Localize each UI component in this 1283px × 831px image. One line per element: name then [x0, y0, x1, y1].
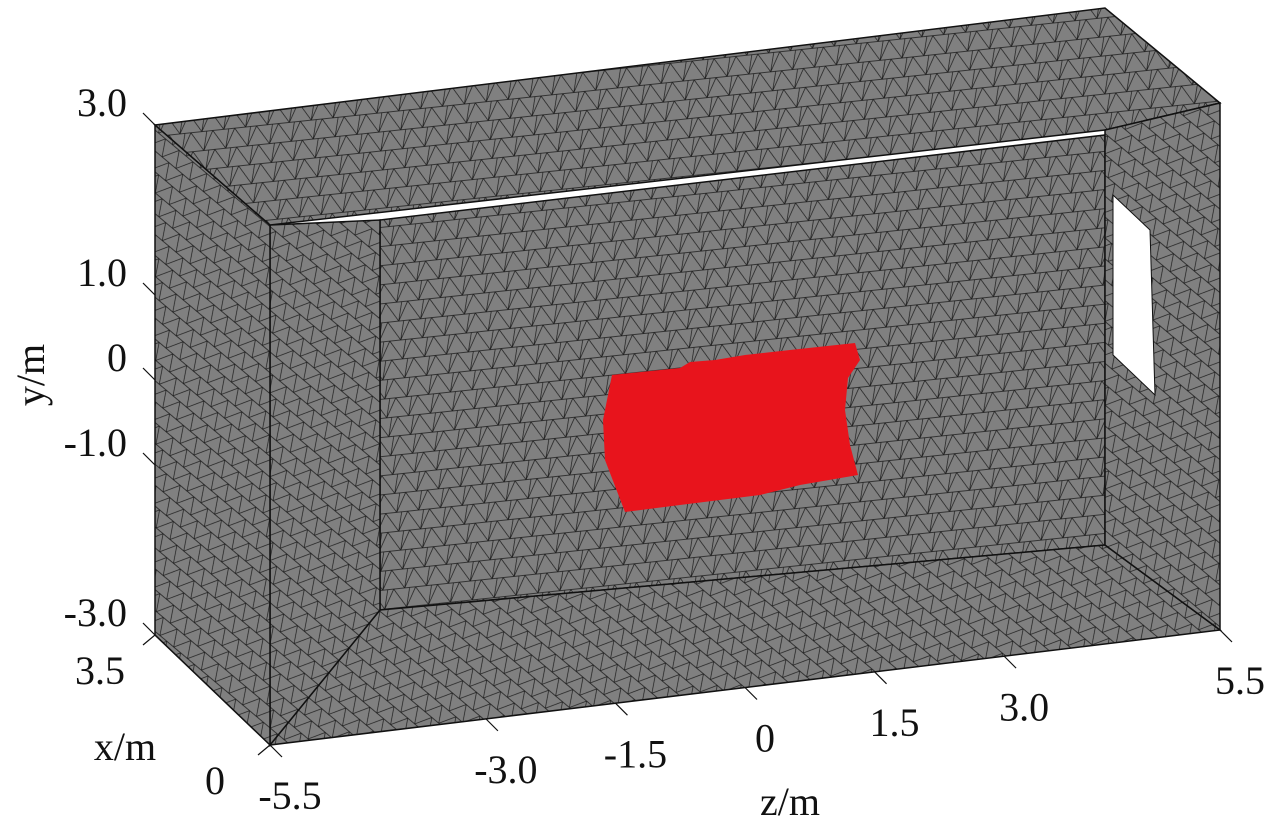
- zticks-label: -5.5: [258, 773, 321, 818]
- zticks-mark: [744, 687, 758, 700]
- zticks-label: -3.0: [474, 747, 537, 792]
- zticks-label: -1.5: [604, 731, 667, 776]
- yticks-label: 1.0: [77, 250, 127, 295]
- y-axis-label: y/m: [8, 344, 53, 406]
- yticks-mark: [142, 452, 156, 466]
- source-region: [603, 343, 860, 512]
- zticks-mark: [1219, 629, 1233, 643]
- yticks-mark: [142, 112, 156, 126]
- yticks-label: 3.0: [77, 80, 127, 125]
- xticks-label: 3.5: [75, 648, 125, 693]
- yticks-label: -3.0: [64, 590, 127, 635]
- yticks-label: -1.0: [64, 420, 127, 465]
- yticks-mark: [142, 622, 156, 636]
- zticks-mark: [1003, 655, 1017, 669]
- zticks-label: 5.5: [1215, 658, 1265, 703]
- zticks-label: 0: [755, 716, 775, 761]
- xticks-mark: [142, 634, 156, 646]
- window: [1112, 193, 1156, 397]
- z-axis-label: z/m: [760, 779, 820, 824]
- yticks-mark: [142, 282, 156, 296]
- yticks-mark: [142, 367, 156, 381]
- right-face: [1104, 102, 1221, 632]
- zticks-mark: [874, 671, 887, 685]
- zticks-mark: [269, 744, 283, 758]
- left-face: [154, 123, 271, 747]
- zticks-mark: [615, 702, 628, 716]
- xticks-mark: [257, 744, 271, 756]
- zticks-mark: [485, 718, 499, 732]
- zticks-label: 3.0: [999, 684, 1049, 729]
- x-axis-label: x/m: [94, 724, 156, 769]
- yticks-label: 0: [107, 335, 127, 380]
- xticks-label: 0: [205, 758, 225, 803]
- mesh-box: [153, 7, 1222, 748]
- zticks-label: 1.5: [870, 700, 920, 745]
